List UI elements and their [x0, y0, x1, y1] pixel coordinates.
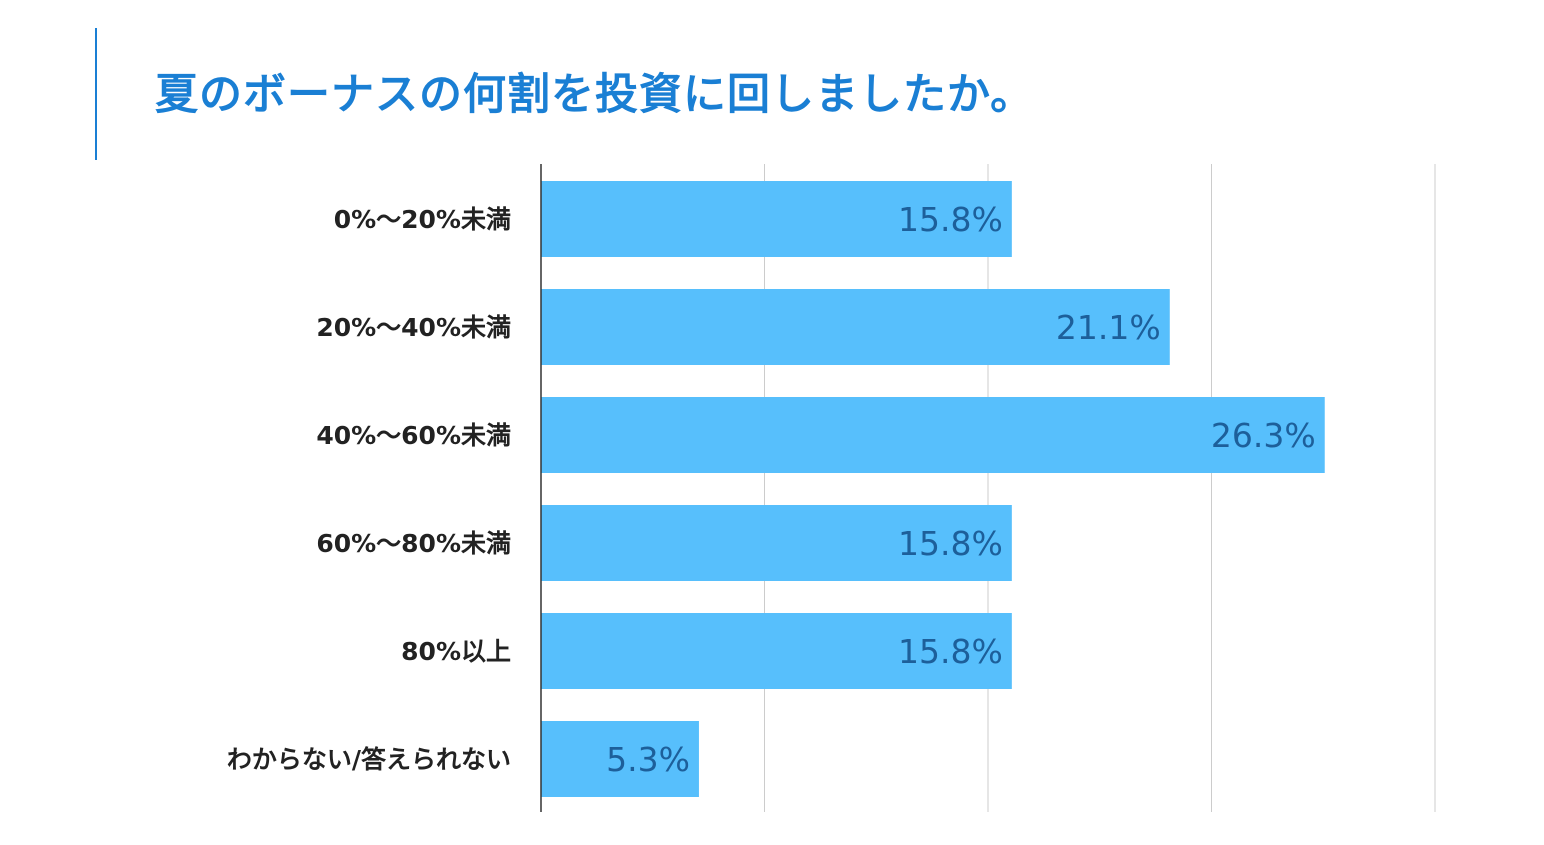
value-label: 15.8%	[898, 632, 1003, 671]
category-label: 40%〜60%未満	[316, 421, 511, 450]
labels: 0%〜20%未満 15.8% 20%〜40%未満 21.1% 40%〜60%未満 26.3…	[227, 164, 1316, 812]
category-label: 0%〜20%未満	[334, 205, 511, 234]
bar	[541, 721, 699, 797]
value-label: 21.1%	[1056, 308, 1161, 347]
bar	[541, 289, 1170, 365]
category-label: 80%以上	[401, 637, 511, 666]
grid-lines	[764, 164, 1436, 812]
value-label: 15.8%	[898, 524, 1003, 563]
value-label: 26.3%	[1211, 416, 1316, 455]
bar	[541, 613, 1012, 689]
value-label: 5.3%	[606, 740, 690, 779]
category-label: わからない/答えられない	[227, 745, 511, 774]
bar	[541, 181, 1012, 257]
category-label: 20%〜40%未満	[316, 313, 511, 342]
title-accent-line	[95, 28, 97, 160]
bars	[541, 181, 1325, 797]
chart-title: 夏のボーナスの何割を投資に回しましたか。	[155, 70, 1035, 120]
value-label: 15.8%	[898, 200, 1003, 239]
category-label: 60%〜80%未満	[316, 529, 511, 558]
bar	[541, 397, 1325, 473]
bar	[541, 505, 1012, 581]
